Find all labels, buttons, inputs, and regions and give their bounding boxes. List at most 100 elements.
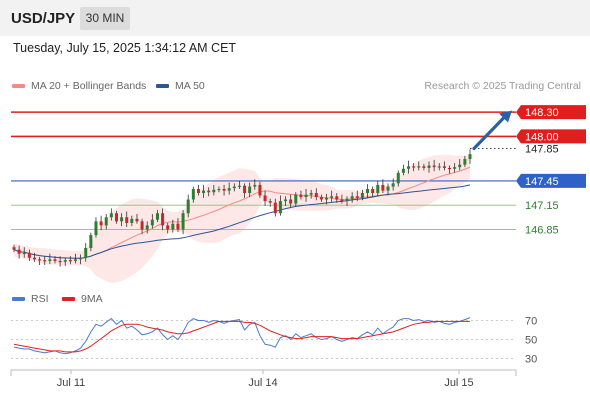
legend-label-9ma: 9MA: [81, 293, 103, 305]
candle-body: [27, 252, 31, 258]
candle-body: [243, 185, 247, 194]
candle-body: [43, 260, 47, 262]
legend-swatch-ma20: [12, 84, 25, 89]
candle-body: [166, 225, 170, 230]
level-148.00-tag: [516, 129, 586, 144]
rsi-tick-label: 50: [525, 335, 537, 347]
candle-body: [442, 166, 446, 168]
rsi-line: [13, 317, 471, 355]
forecast-arrow-shaft: [472, 114, 507, 151]
candle-body: [237, 185, 241, 187]
candle-body: [63, 260, 67, 262]
candle-body: [360, 193, 364, 198]
level-147.15-label: 147.15: [525, 200, 559, 212]
legend-label-ma50: MA 50: [175, 80, 205, 92]
legend-label-rsi: RSI: [31, 293, 49, 305]
level-148.30-label: 148.30: [525, 107, 559, 119]
candle-body: [161, 213, 165, 226]
symbol-title: USD/JPY: [11, 10, 76, 27]
candle-body: [273, 202, 277, 214]
forecast-arrow-head: [499, 110, 512, 123]
candle-body: [248, 186, 252, 194]
candle-body: [325, 197, 329, 200]
candle-body: [196, 188, 200, 194]
candle-body: [391, 183, 395, 187]
candle-body: [186, 199, 190, 214]
level-148.00-label: 148.00: [525, 131, 559, 143]
candle-body: [427, 165, 431, 168]
candle-body: [181, 213, 185, 230]
candle-body: [150, 219, 154, 226]
candle-body: [437, 166, 441, 168]
legend-ma50: MA 50: [156, 80, 205, 92]
legend-swatch-9ma: [62, 297, 75, 302]
candle-body: [217, 188, 221, 191]
candle-body: [371, 188, 375, 194]
candle-body: [125, 217, 129, 223]
candle-body: [396, 172, 400, 184]
candle-body: [212, 189, 216, 193]
candle-body: [135, 218, 139, 222]
legend-swatch-rsi: [12, 297, 25, 302]
candle-body: [258, 184, 262, 196]
candle-body: [145, 225, 149, 230]
candle-body: [417, 166, 421, 168]
candle-body: [84, 248, 88, 258]
candle-body: [381, 184, 385, 191]
candle-body: [401, 168, 405, 173]
candle-body: [386, 186, 390, 191]
candle-body: [171, 223, 175, 230]
last-price-label: 147.85: [525, 144, 559, 156]
candle-body: [289, 199, 293, 204]
candle-body: [422, 166, 426, 168]
candle-body: [232, 186, 236, 189]
legend-9ma: 9MA: [62, 293, 103, 305]
rsi-9ma-line: [13, 320, 470, 353]
candle-body: [294, 194, 298, 204]
timestamp: Tuesday, July 15, 2025 1:34:12 AM CET: [13, 41, 237, 55]
x-tick-label: Jul 14: [248, 377, 277, 389]
candle-body: [468, 154, 472, 160]
candle-body: [48, 259, 52, 261]
candle-body: [278, 201, 282, 214]
x-tick-label: Jul 11: [57, 377, 86, 389]
candle-body: [304, 194, 308, 198]
candle-body: [32, 257, 36, 260]
candle-body: [345, 198, 349, 202]
candle-body: [453, 167, 457, 169]
candle-body: [12, 247, 16, 250]
credit-text: Research © 2025 Trading Central: [424, 80, 581, 92]
candle-body: [120, 217, 124, 222]
candle-body: [299, 194, 303, 198]
candle-body: [155, 213, 159, 220]
rsi-tick-label: 30: [525, 354, 537, 366]
ma50-line: [13, 184, 471, 259]
candle-body: [79, 257, 83, 260]
candle-body: [53, 259, 57, 261]
bollinger-band: [14, 154, 470, 283]
candle-body: [319, 197, 323, 200]
candle-body: [140, 221, 144, 230]
timeframe-badge[interactable]: 30 MIN: [80, 7, 130, 30]
candle-body: [350, 196, 354, 199]
candle-body: [412, 166, 416, 168]
candle-body: [376, 184, 380, 194]
header-bar: USD/JPY 30 MIN: [0, 0, 590, 36]
candle-body: [340, 199, 344, 202]
candle-body: [284, 199, 288, 202]
candle-body: [99, 221, 103, 226]
candle-body: [114, 213, 118, 222]
candle-body: [253, 184, 257, 187]
candle-body: [222, 188, 226, 191]
candle-body: [330, 196, 334, 198]
level-147.45-label: 147.45: [525, 176, 559, 188]
candle-body: [68, 260, 72, 262]
legend-rsi: RSI: [12, 293, 49, 305]
candle-body: [104, 217, 108, 226]
candle-body: [38, 259, 42, 261]
legend-label-ma20: MA 20 + Bollinger Bands: [31, 80, 147, 92]
candle-body: [130, 218, 134, 223]
candle-body: [227, 188, 231, 191]
